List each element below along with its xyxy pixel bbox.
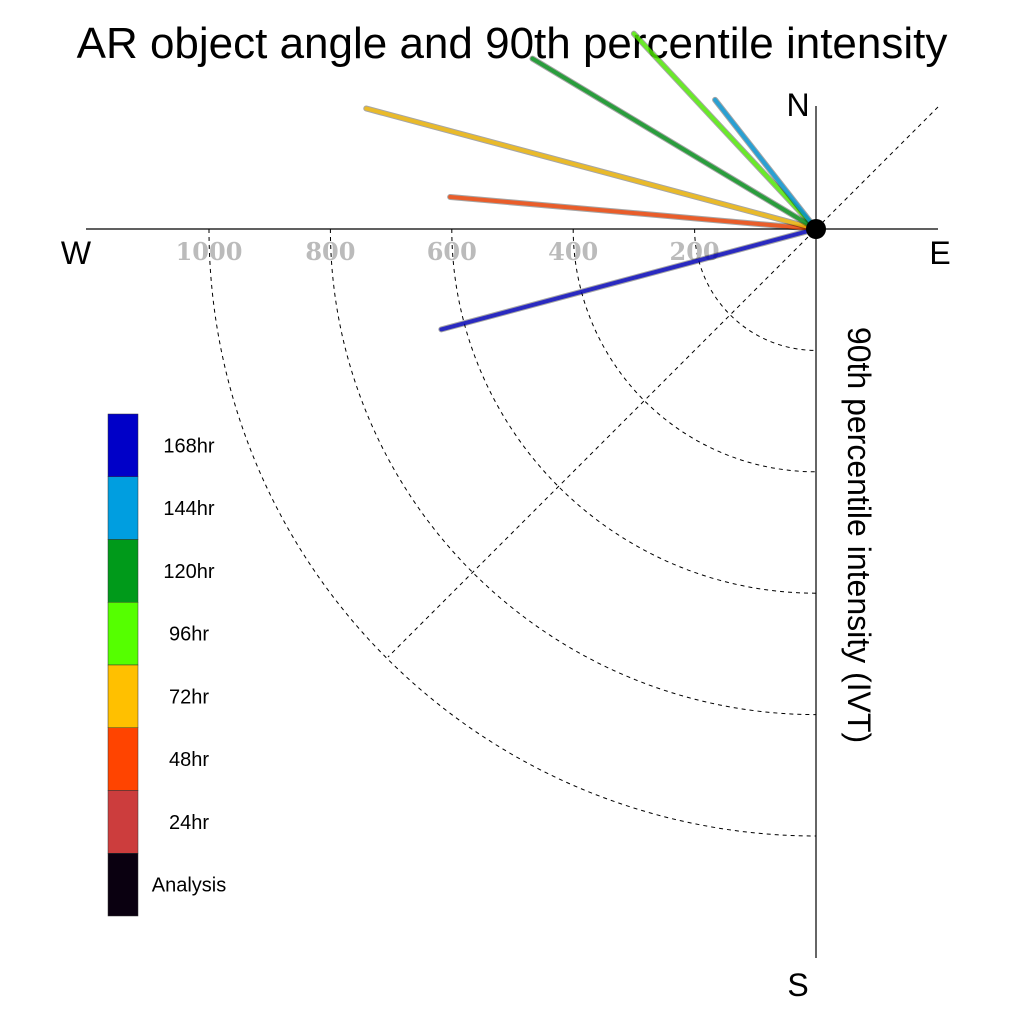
series-vector-line — [631, 31, 818, 231]
legend-swatch — [107, 727, 139, 791]
radial-guide-arc — [694, 228, 817, 351]
chart-title: AR object angle and 90th percentile inte… — [77, 19, 948, 68]
legend-label: Analysis — [152, 875, 226, 897]
legend-label: 96hr — [169, 624, 209, 646]
legend-swatch — [107, 790, 139, 854]
legend-label: 168hr — [163, 435, 214, 457]
legend-swatch — [107, 539, 139, 603]
origin-dot — [806, 219, 826, 239]
legend-swatch — [107, 853, 139, 917]
radial-guides — [208, 106, 939, 837]
legend-swatch — [107, 602, 139, 666]
series-vector-line — [364, 106, 818, 231]
radial-tick-label: 800 — [305, 237, 355, 266]
y-axis-label: 90th percentile intensity (IVT) — [841, 327, 877, 743]
compass-east: E — [929, 235, 950, 271]
series-vector-line — [713, 97, 818, 231]
legend-label: 120hr — [163, 561, 214, 583]
legend-swatch — [107, 476, 139, 540]
radial-tick-label: 600 — [427, 237, 477, 266]
series-vector — [712, 96, 819, 232]
legend: 168hr 144hr 120hr 96hr 72hr 48hr 24hr Analysis — [107, 413, 226, 917]
radial-tick-label: 1000 — [176, 237, 243, 266]
series-vectors — [363, 30, 819, 333]
legend-label: 24hr — [169, 812, 209, 834]
series-vector — [438, 226, 819, 333]
series-vector — [363, 105, 819, 232]
radial-guide-arc — [208, 228, 817, 837]
radial-guide-arc — [329, 228, 817, 716]
series-vector-line — [439, 227, 818, 332]
legend-label: 48hr — [169, 749, 209, 771]
legend-swatch — [107, 413, 139, 477]
radial-tick-label: 400 — [548, 237, 598, 266]
legend-label: 72hr — [169, 686, 209, 708]
series-vector-line — [448, 194, 818, 231]
compass-west: W — [61, 235, 92, 271]
series-vector — [447, 193, 819, 232]
series-vector — [529, 55, 819, 232]
compass-south: S — [787, 967, 808, 1003]
legend-swatch — [107, 664, 139, 728]
series-vector — [630, 30, 819, 232]
diagonal-guide — [387, 106, 939, 658]
legend-label: 144hr — [163, 498, 214, 520]
compass-north: N — [786, 87, 809, 123]
series-vector-line — [530, 56, 818, 231]
